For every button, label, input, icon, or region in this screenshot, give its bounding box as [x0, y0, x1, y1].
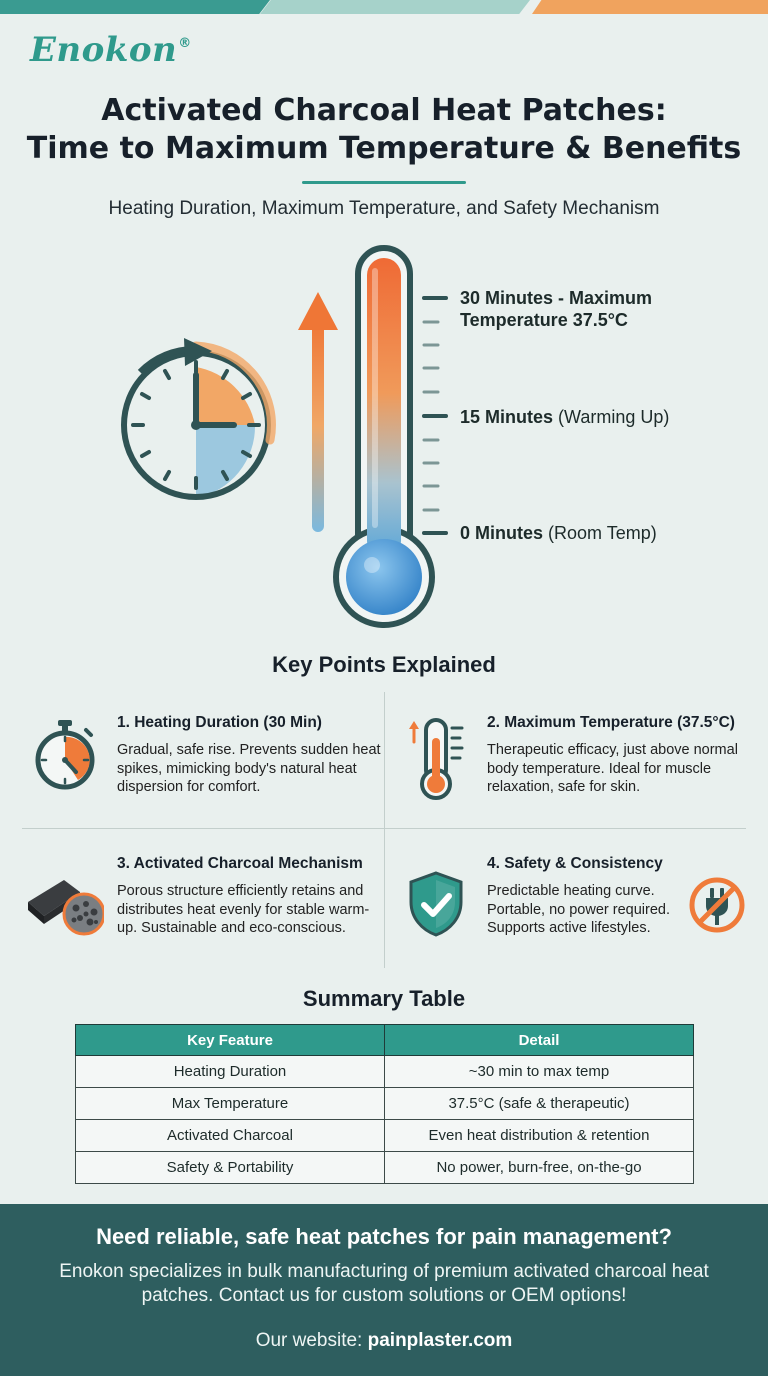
- rising-arrow-icon: [298, 292, 338, 532]
- table-cell: 37.5°C (safe & therapeutic): [384, 1087, 694, 1120]
- charcoal-icon: [24, 872, 106, 943]
- key-points-heading: Key Points Explained: [272, 652, 496, 677]
- table-cell: Activated Charcoal: [75, 1119, 385, 1152]
- thermometer-illustration: [333, 245, 435, 628]
- key-point-title: 2. Maximum Temperature (37.5°C): [487, 714, 735, 731]
- table-header-row: Key Feature Detail: [75, 1024, 694, 1056]
- table-row: Safety & Portability No power, burn-free…: [75, 1151, 694, 1184]
- key-point-title: 4. Safety & Consistency: [487, 855, 663, 872]
- page-subtitle: Heating Duration, Maximum Temperature, a…: [108, 198, 660, 219]
- footer-banner: Need reliable, safe heat patches for pai…: [0, 1204, 768, 1376]
- footer-body: Enokon specializes in bulk manufacturing…: [59, 1261, 709, 1306]
- table-cell: Heating Duration: [75, 1055, 385, 1088]
- footer-heading: Need reliable, safe heat patches for pai…: [96, 1224, 672, 1249]
- label-0-minutes: 0 Minutes (Room Temp): [460, 523, 657, 543]
- key-point-body: Predictable heating curve. Portable, no …: [487, 883, 670, 936]
- temperature-scale: [422, 296, 448, 535]
- title-divider: [302, 181, 466, 184]
- key-point-body: Gradual, safe rise. Prevents sudden heat…: [117, 742, 381, 795]
- table-cell: Max Temperature: [75, 1087, 385, 1120]
- no-power-plug-icon: [688, 876, 746, 939]
- key-point-maximum-temperature: 2. Maximum Temperature (37.5°C) Therapeu…: [487, 714, 752, 797]
- key-point-title: 1. Heating Duration (30 Min): [117, 714, 322, 731]
- table-row: Max Temperature 37.5°C (safe & therapeut…: [75, 1087, 694, 1120]
- stopwatch-icon: [32, 718, 98, 797]
- key-point-body: Therapeutic efficacy, just above normal …: [487, 742, 738, 795]
- hero-illustration: 30 Minutes - Maximum Temperature 37.5°C 1…: [0, 240, 768, 640]
- brand-logo: Enokon®: [30, 30, 192, 70]
- summary-table: Key Feature Detail Heating Duration ~30 …: [75, 1024, 694, 1184]
- thermometer-icon: [404, 716, 468, 807]
- shield-check-icon: [406, 870, 466, 943]
- website-link[interactable]: painplaster.com: [367, 1330, 513, 1351]
- top-accent-bar: [0, 0, 768, 14]
- page-title: Activated Charcoal Heat Patches: Time to…: [26, 93, 742, 166]
- table-cell: Even heat distribution & retention: [384, 1119, 694, 1152]
- key-point-heating-duration: 1. Heating Duration (30 Min) Gradual, sa…: [117, 714, 382, 797]
- column-header: Key Feature: [75, 1024, 385, 1056]
- column-header: Detail: [384, 1024, 694, 1056]
- key-points-divider-horizontal: [22, 828, 746, 829]
- label-30-minutes: 30 Minutes - Maximum Temperature 37.5°C: [460, 288, 653, 330]
- clock-icon: [121, 338, 276, 500]
- table-cell: No power, burn-free, on-the-go: [384, 1151, 694, 1184]
- summary-table-heading: Summary Table: [302, 986, 466, 1011]
- key-point-safety-consistency: 4. Safety & Consistency Predictable heat…: [487, 855, 692, 938]
- table-cell: Safety & Portability: [75, 1151, 385, 1184]
- key-point-activated-charcoal: 3. Activated Charcoal Mechanism Porous s…: [117, 855, 382, 938]
- table-row: Activated Charcoal Even heat distributio…: [75, 1119, 694, 1152]
- table-row: Heating Duration ~30 min to max temp: [75, 1055, 694, 1088]
- key-points-divider-vertical: [384, 692, 385, 968]
- table-cell: ~30 min to max temp: [384, 1055, 694, 1088]
- label-15-minutes: 15 Minutes (Warming Up): [460, 407, 670, 427]
- key-point-body: Porous structure efficiently retains and…: [117, 883, 370, 936]
- key-point-title: 3. Activated Charcoal Mechanism: [117, 855, 363, 872]
- footer-website: Our website: painplaster.com: [255, 1330, 513, 1351]
